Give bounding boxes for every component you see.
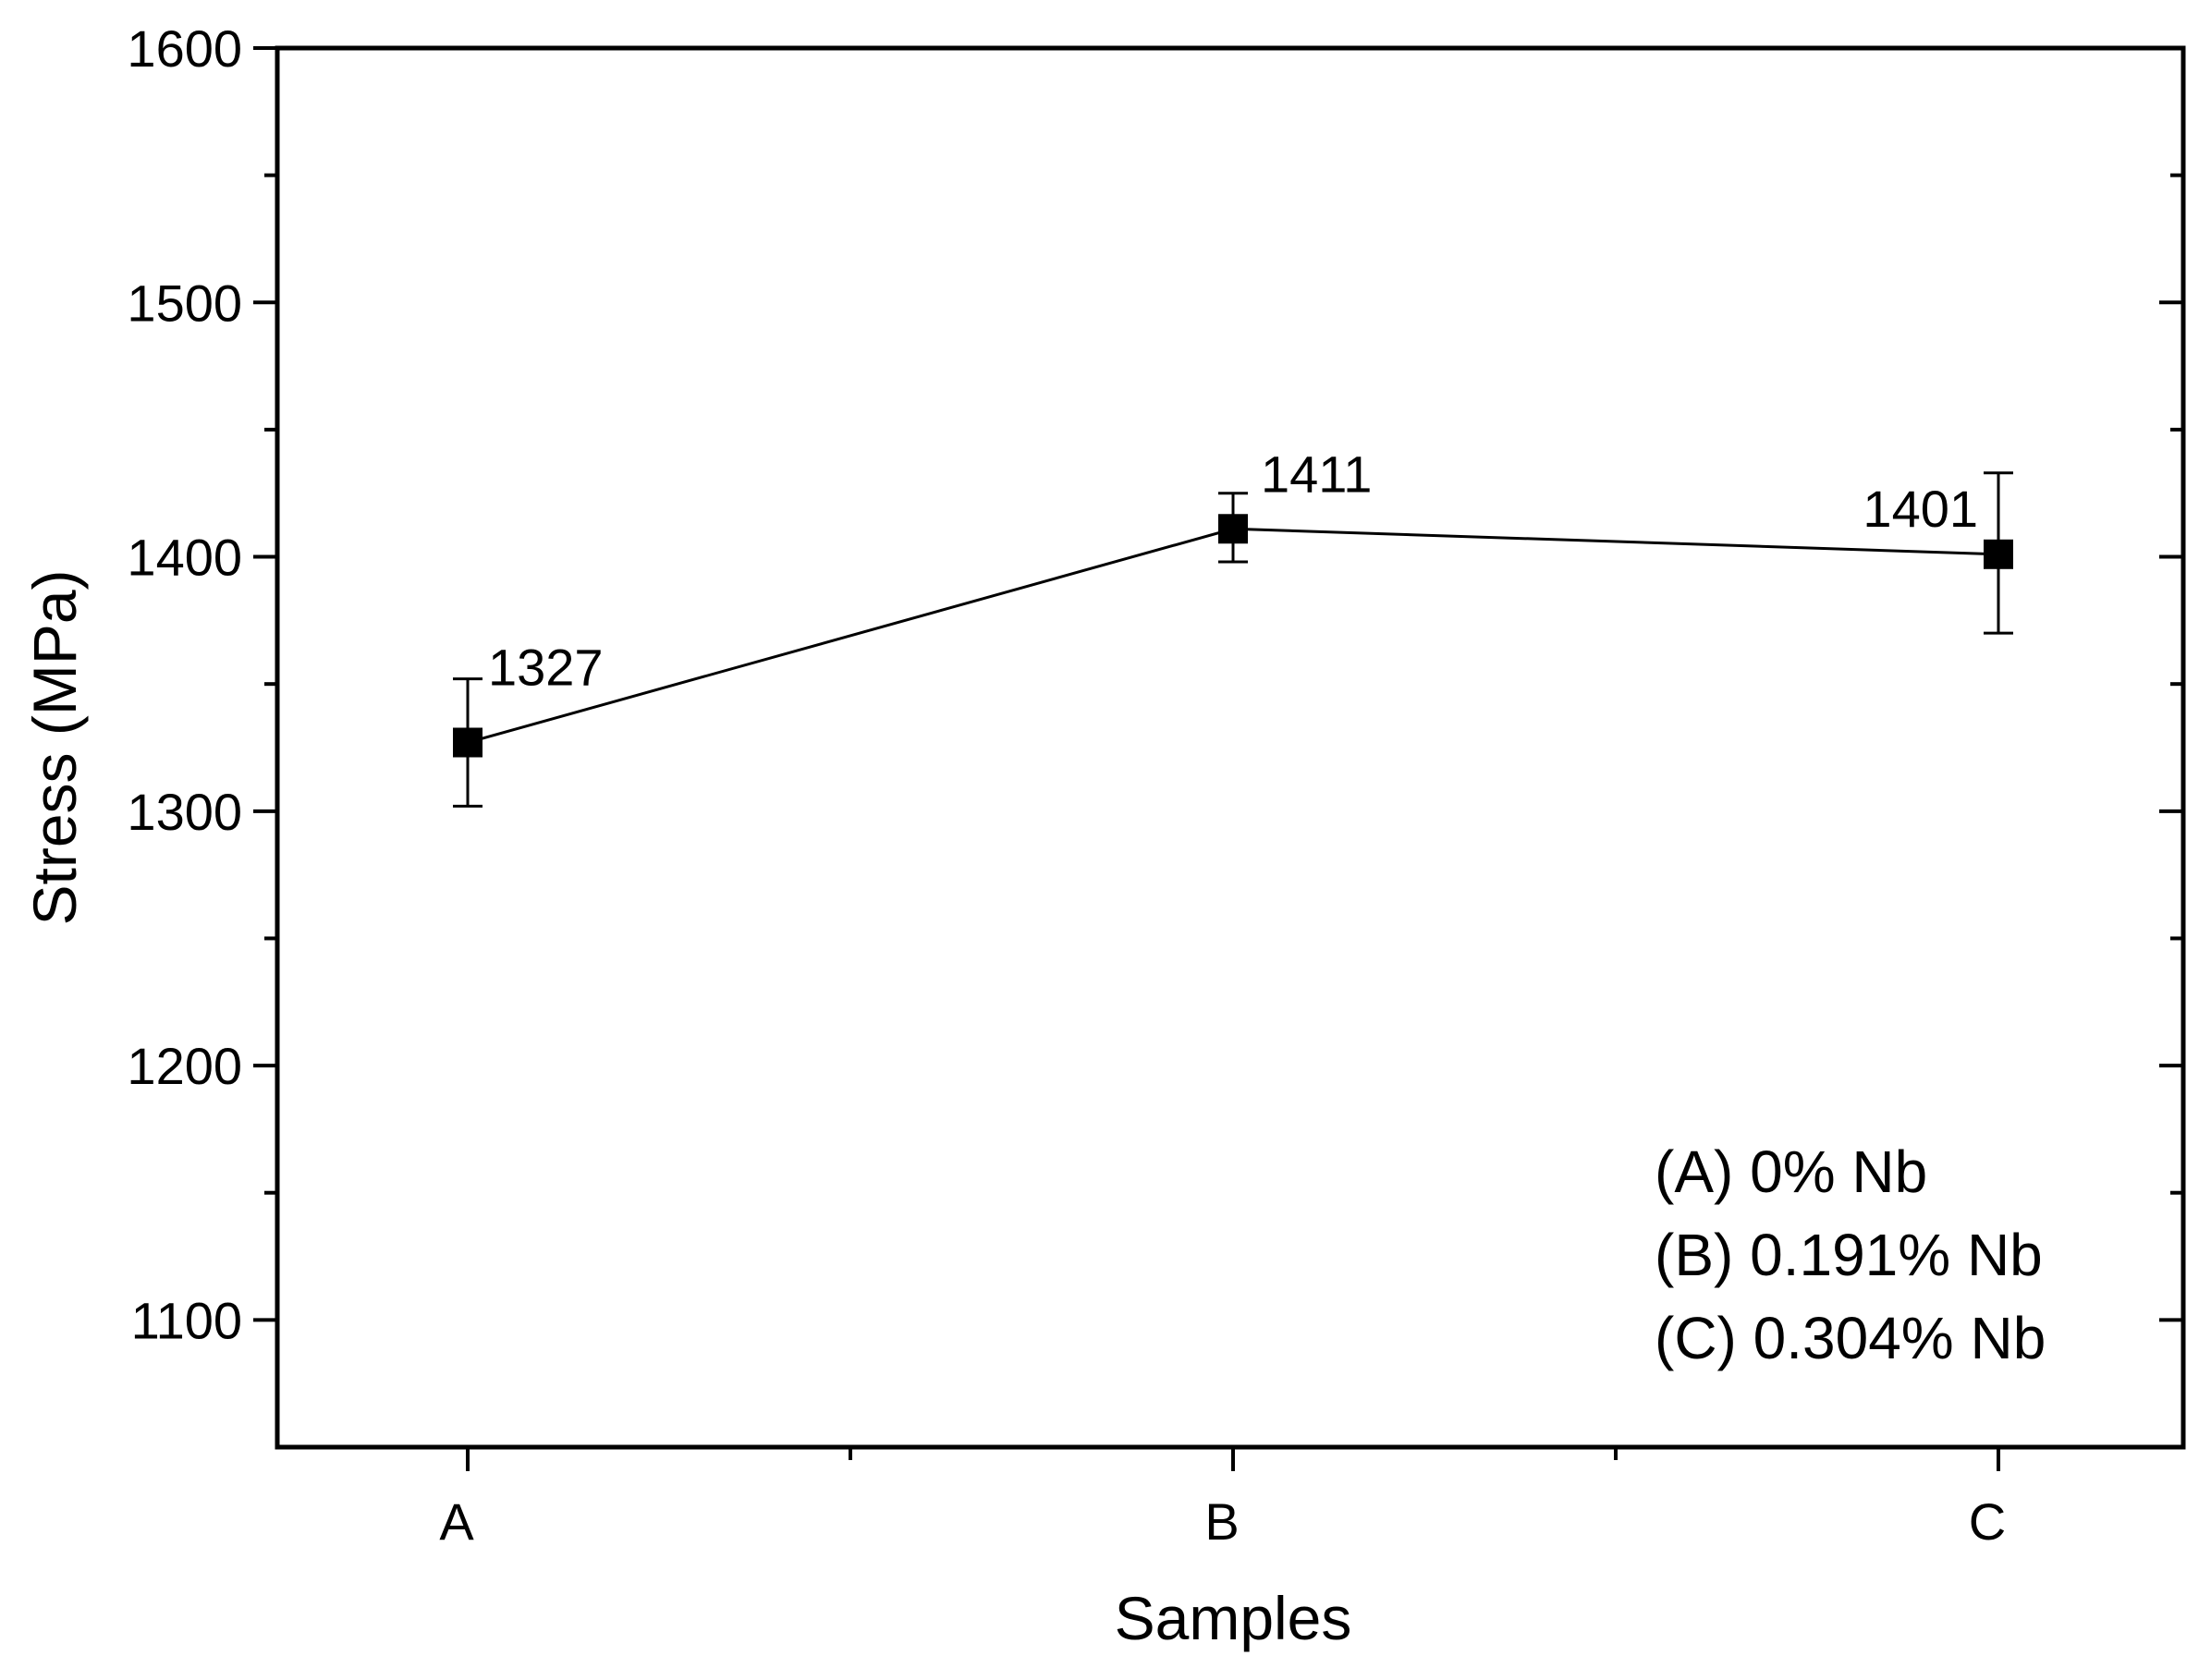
data-label: 1327 [488, 638, 604, 696]
x-tick-label: B [1204, 1492, 1239, 1551]
y-tick-label: 1100 [131, 1291, 242, 1349]
data-point-marker [453, 727, 483, 758]
x-axis-title: Samples [1115, 1584, 1352, 1652]
y-tick-label: 1500 [127, 274, 242, 332]
data-layer [453, 471, 2013, 808]
data-point-marker [1984, 539, 2013, 569]
legend-entry: (B) 0.191% Nb [1655, 1222, 2043, 1288]
legend-entry: (C) 0.304% Nb [1655, 1305, 2046, 1371]
data-point-marker [1218, 514, 1248, 544]
y-tick-label: 1400 [127, 529, 242, 587]
x-tick-label: A [439, 1492, 474, 1551]
y-axis-title: Stress (MPa) [20, 569, 89, 925]
legend-entry: (A) 0% Nb [1655, 1138, 1927, 1205]
data-label: 1411 [1261, 444, 1372, 503]
x-tick-label: C [1969, 1492, 2006, 1551]
y-tick-label: 1300 [127, 783, 242, 841]
y-tick-label: 1200 [127, 1037, 242, 1095]
text-layer: 1100 1200 1300 1400 1500 1600 A B C Samples Stress… [20, 19, 2046, 1652]
data-label: 1401 [1863, 480, 1978, 538]
plot-frame [275, 45, 2186, 1450]
axes-layer [253, 45, 2186, 1471]
y-tick-label: 1600 [127, 19, 242, 78]
